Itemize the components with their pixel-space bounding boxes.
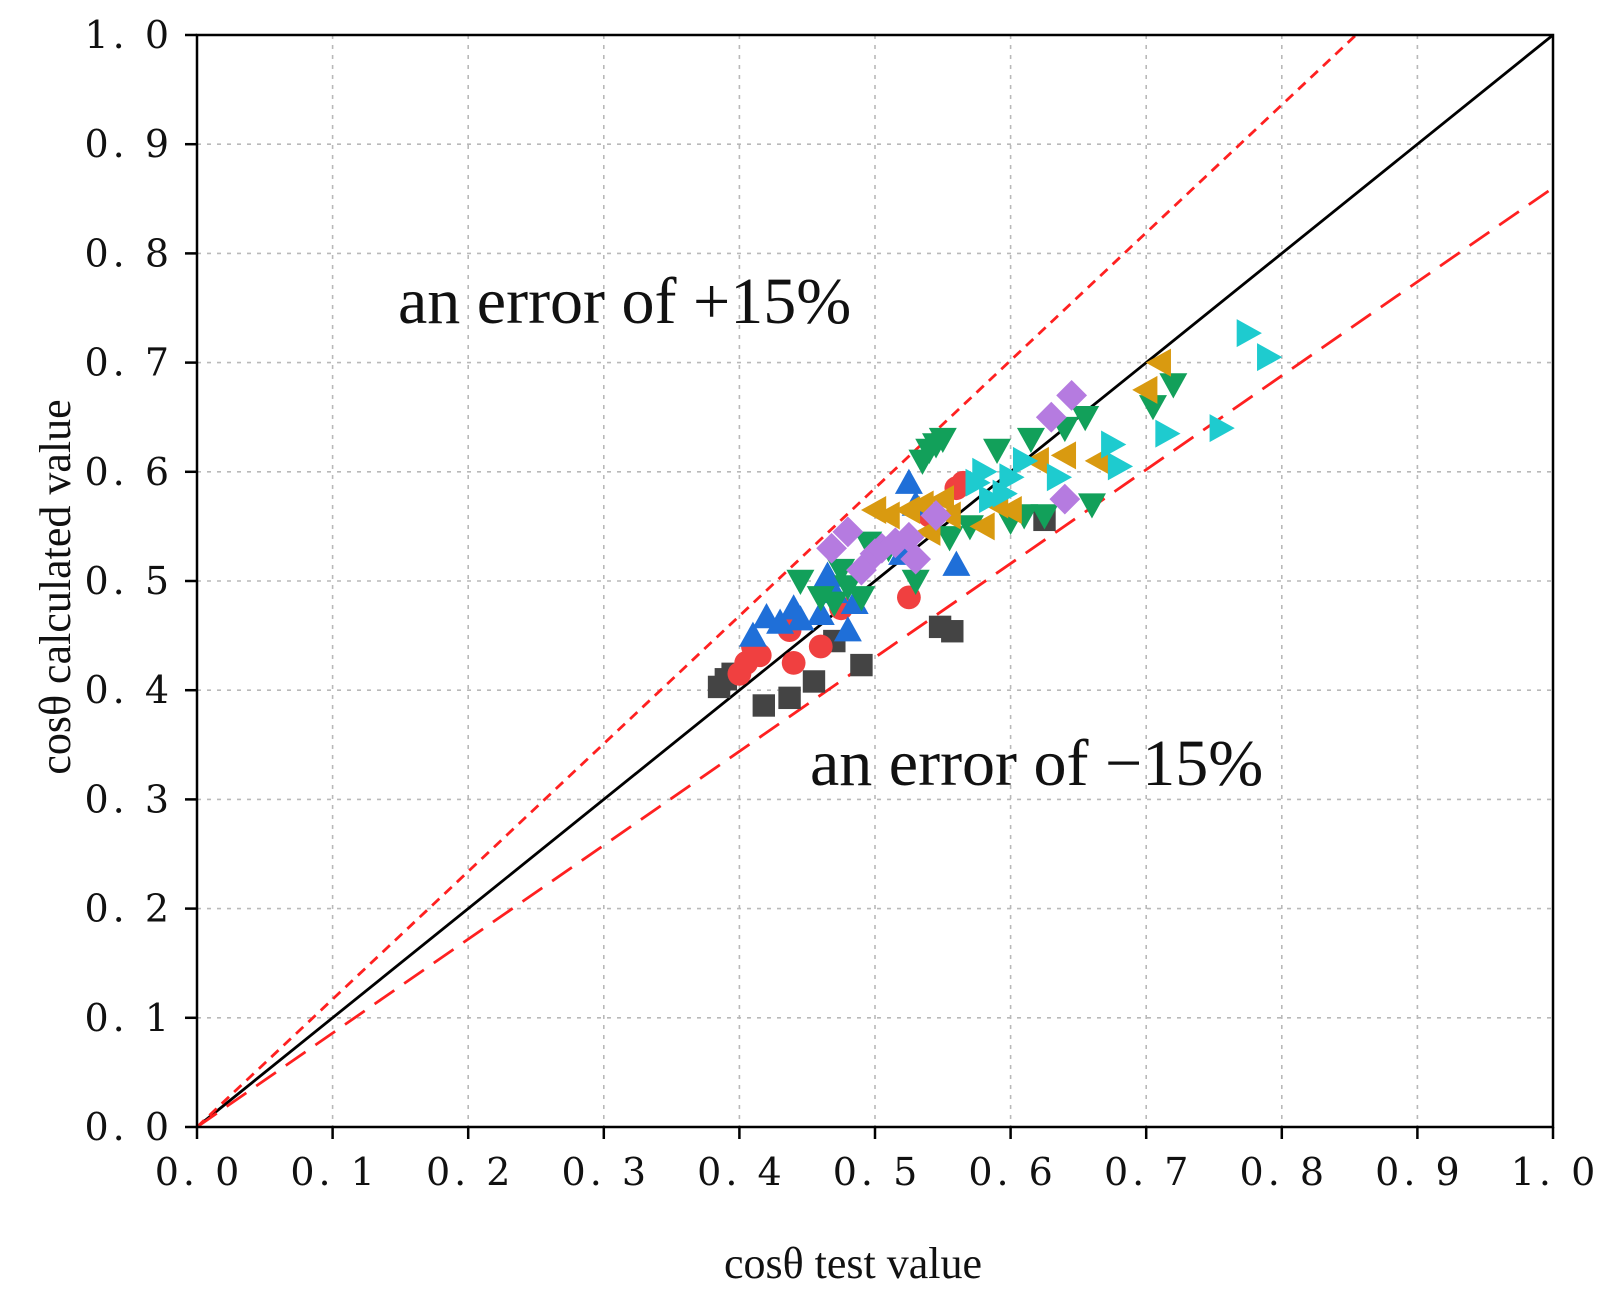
x-tick-label: 0. 9 bbox=[1375, 1150, 1464, 1194]
y-axis-tick-labels: 0. 0 0. 1 0. 2 0. 3 0. 4 0. 5 0. 6 0. 7 0. 8 0. 9… bbox=[84, 13, 173, 1149]
x-tick-label: 1. 0 bbox=[1511, 1150, 1600, 1194]
y-tick-label: 0. 7 bbox=[84, 341, 173, 385]
x-tick-label: 0. 8 bbox=[1240, 1150, 1329, 1194]
data-point-triangle-right bbox=[979, 485, 1005, 514]
data-point-square bbox=[850, 653, 873, 677]
data-point-triangle-up bbox=[738, 621, 767, 647]
data-point-triangle-down bbox=[827, 558, 856, 585]
data-point-triangle-right bbox=[1155, 419, 1181, 448]
data-point-triangle-up bbox=[806, 599, 835, 625]
data-point-triangle-left bbox=[1145, 348, 1171, 377]
data-point-triangle-down bbox=[1138, 395, 1167, 421]
data-point-diamond bbox=[1049, 483, 1081, 515]
data-point-triangle-right bbox=[1107, 452, 1134, 481]
data-point-triangle-right bbox=[1012, 446, 1039, 475]
y-tick-label: 0. 3 bbox=[84, 777, 173, 821]
data-point-square bbox=[941, 620, 964, 643]
data-point-triangle-down bbox=[955, 515, 984, 541]
x-tick-label: 0. 7 bbox=[1104, 1150, 1193, 1194]
data-point-triangle-down bbox=[1030, 504, 1059, 530]
y-tick-label: 0. 1 bbox=[84, 996, 173, 1040]
data-point-triangle-up bbox=[942, 550, 971, 576]
data-point-triangle-down bbox=[833, 575, 862, 601]
data-point-triangle-right bbox=[965, 468, 991, 497]
data-point-triangle-right bbox=[1257, 343, 1283, 372]
y-tick-label: 0. 8 bbox=[84, 231, 173, 275]
data-point-triangle-right bbox=[1101, 430, 1127, 459]
grid-lines bbox=[197, 35, 1553, 1127]
data-point-square bbox=[802, 670, 826, 693]
x-axis-tick-labels: 0. 0 0. 1 0. 2 0. 3 0. 4 0. 5 0. 6 0. 7 0. 8 0. 9… bbox=[155, 1150, 1600, 1194]
data-point-triangle-right bbox=[972, 457, 998, 486]
y-tick-label: 0. 5 bbox=[84, 559, 173, 603]
reference-line-y-x bbox=[196, 33, 1554, 1129]
data-point-triangle-left bbox=[1050, 441, 1077, 470]
x-axis-title: cosθ test value bbox=[724, 1239, 982, 1288]
y-tick-label: 0. 0 bbox=[84, 1105, 173, 1149]
data-point-triangle-down bbox=[1159, 373, 1188, 399]
data-point-triangle-down bbox=[928, 427, 957, 454]
y-tick-label: 1. 0 bbox=[84, 13, 173, 57]
x-tick-label: 0. 1 bbox=[290, 1150, 379, 1194]
data-point-triangle-down bbox=[1077, 493, 1106, 519]
data-point-diamond bbox=[1056, 379, 1088, 411]
data-point-triangle-up bbox=[833, 616, 862, 642]
y-tick-label: 0. 4 bbox=[84, 668, 173, 712]
reference-lines bbox=[196, 33, 1554, 1129]
data-point-square bbox=[752, 694, 776, 717]
data-point-triangle-down bbox=[1071, 406, 1100, 432]
data-point-diamond bbox=[816, 532, 848, 564]
annotation-minus-15: an error of −15% bbox=[810, 727, 1263, 800]
axis-ticks bbox=[185, 33, 1555, 1139]
data-point-diamond bbox=[1035, 401, 1067, 433]
data-point-diamond bbox=[832, 516, 864, 548]
data-point-circle bbox=[808, 634, 833, 659]
x-tick-label: 0. 6 bbox=[968, 1150, 1057, 1194]
y-axis-title: cosθ calculated value bbox=[31, 399, 80, 774]
data-point-diamond bbox=[920, 500, 952, 531]
data-point-triangle-right bbox=[1236, 319, 1262, 348]
data-point-triangle-down bbox=[786, 569, 815, 595]
data-point-triangle-down bbox=[983, 438, 1012, 464]
y-tick-label: 0. 9 bbox=[84, 122, 173, 166]
data-points bbox=[707, 319, 1283, 717]
data-point-triangle-left bbox=[928, 485, 954, 514]
data-point-diamond bbox=[900, 543, 932, 575]
x-tick-label: 0. 3 bbox=[562, 1150, 651, 1194]
data-point-triangle-down bbox=[901, 569, 930, 595]
x-tick-label: 0. 0 bbox=[155, 1150, 244, 1194]
data-point-triangle-down bbox=[935, 526, 964, 552]
data-point-triangle-down bbox=[1016, 427, 1045, 454]
data-point-triangle-right bbox=[1209, 414, 1235, 443]
data-point-triangle-right bbox=[992, 479, 1018, 508]
annotation-plus-15: an error of +15% bbox=[398, 265, 851, 338]
data-point-triangle-down bbox=[820, 591, 849, 617]
reference-line--15-error bbox=[196, 33, 1357, 1129]
y-tick-label: 0. 2 bbox=[84, 887, 173, 931]
x-tick-label: 0. 5 bbox=[833, 1150, 922, 1194]
x-tick-label: 0. 4 bbox=[697, 1150, 786, 1194]
data-point-triangle-right bbox=[1046, 463, 1073, 492]
data-point-triangle-up bbox=[894, 468, 923, 494]
y-tick-label: 0. 6 bbox=[84, 450, 173, 494]
data-point-triangle-left bbox=[874, 501, 900, 530]
data-point-triangle-right bbox=[999, 463, 1025, 492]
data-point-triangle-down bbox=[847, 586, 876, 612]
data-point-triangle-left bbox=[1132, 375, 1158, 404]
data-point-triangle-left bbox=[969, 512, 995, 541]
reference-line--15-error bbox=[196, 186, 1554, 1129]
data-point-circle bbox=[747, 643, 772, 668]
data-point-triangle-up bbox=[766, 608, 795, 634]
x-tick-label: 0. 2 bbox=[426, 1150, 515, 1194]
data-point-circle bbox=[781, 651, 806, 675]
data-point-square bbox=[778, 686, 801, 710]
data-point-triangle-left bbox=[996, 496, 1022, 525]
